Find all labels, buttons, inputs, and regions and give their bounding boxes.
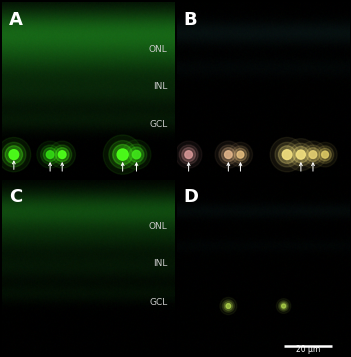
Circle shape — [122, 140, 151, 169]
Circle shape — [280, 302, 287, 310]
Circle shape — [234, 148, 247, 161]
Circle shape — [222, 300, 234, 312]
Text: ONL: ONL — [149, 45, 167, 54]
Circle shape — [55, 148, 69, 162]
Circle shape — [313, 142, 337, 167]
Circle shape — [5, 146, 22, 164]
Circle shape — [282, 150, 292, 160]
Text: 20 μm: 20 μm — [296, 345, 320, 355]
Text: D: D — [184, 188, 198, 206]
Circle shape — [182, 148, 196, 162]
Circle shape — [126, 144, 147, 165]
Circle shape — [9, 150, 19, 160]
Circle shape — [290, 143, 312, 166]
Circle shape — [278, 146, 296, 164]
Circle shape — [226, 303, 231, 308]
Circle shape — [53, 145, 72, 164]
Circle shape — [282, 304, 286, 308]
Circle shape — [285, 139, 317, 171]
Circle shape — [306, 148, 320, 162]
Circle shape — [58, 151, 66, 159]
Circle shape — [237, 151, 244, 158]
Circle shape — [304, 145, 323, 164]
Text: INL: INL — [153, 260, 167, 268]
Circle shape — [224, 302, 233, 311]
Circle shape — [229, 142, 252, 167]
Circle shape — [46, 151, 54, 159]
Circle shape — [43, 148, 57, 162]
Circle shape — [296, 150, 305, 159]
Circle shape — [309, 151, 317, 159]
Text: GCL: GCL — [149, 120, 167, 129]
Circle shape — [185, 151, 192, 159]
Circle shape — [132, 150, 141, 159]
Circle shape — [113, 145, 133, 165]
Circle shape — [276, 299, 291, 313]
Circle shape — [129, 147, 144, 162]
Circle shape — [278, 301, 289, 311]
Circle shape — [0, 137, 31, 172]
Circle shape — [37, 141, 64, 168]
Circle shape — [219, 145, 238, 164]
Circle shape — [2, 142, 26, 167]
Circle shape — [319, 148, 331, 161]
Circle shape — [220, 297, 237, 315]
Circle shape — [225, 151, 232, 159]
Circle shape — [176, 141, 202, 168]
Circle shape — [293, 146, 309, 163]
Text: GCL: GCL — [149, 298, 167, 307]
Circle shape — [109, 141, 137, 169]
Text: C: C — [9, 188, 22, 206]
Text: B: B — [184, 11, 197, 29]
Circle shape — [103, 135, 142, 174]
Circle shape — [221, 148, 235, 162]
Text: ONL: ONL — [149, 222, 167, 231]
Circle shape — [41, 145, 60, 164]
Text: A: A — [9, 11, 22, 29]
Circle shape — [270, 137, 304, 172]
Text: INL: INL — [153, 82, 167, 91]
Circle shape — [275, 142, 299, 167]
Circle shape — [317, 146, 334, 164]
Circle shape — [117, 149, 128, 160]
Circle shape — [49, 141, 75, 168]
Circle shape — [179, 145, 198, 164]
Circle shape — [322, 151, 329, 158]
Circle shape — [232, 146, 249, 164]
Circle shape — [215, 141, 241, 168]
Circle shape — [300, 141, 326, 168]
